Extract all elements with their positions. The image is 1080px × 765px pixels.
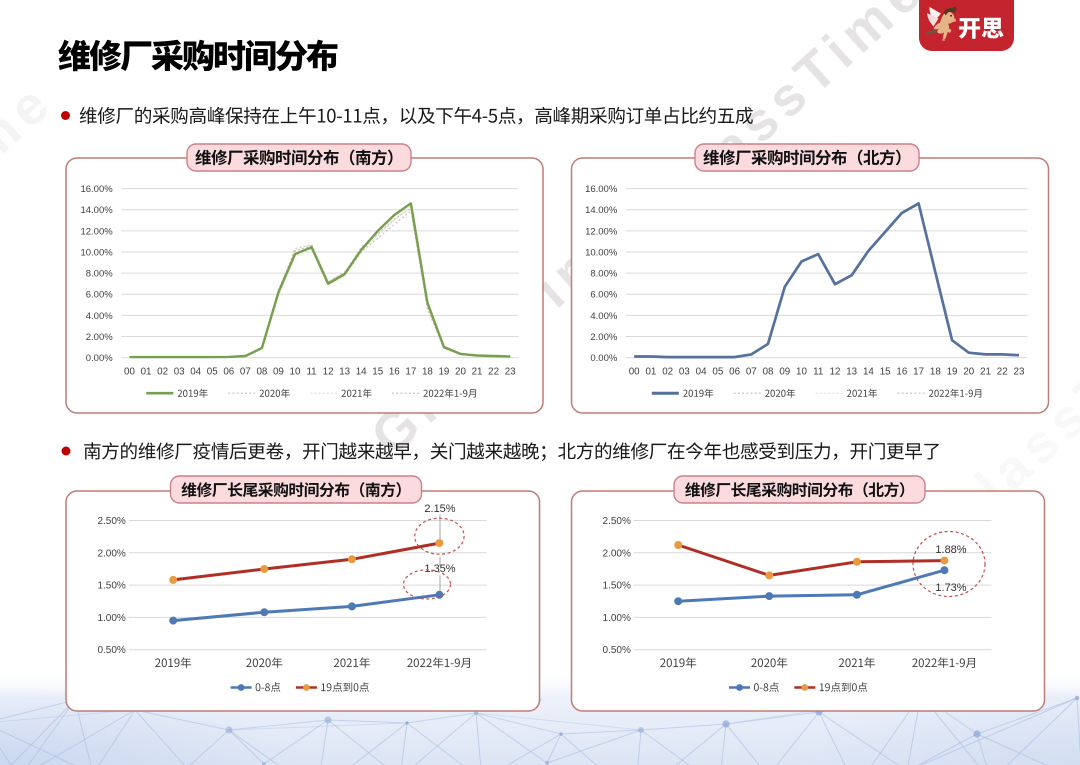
svg-text:12: 12: [830, 367, 841, 378]
svg-text:16.00%: 16.00%: [80, 184, 113, 195]
svg-text:07: 07: [240, 367, 251, 378]
svg-text:02: 02: [662, 367, 673, 378]
svg-text:2.00%: 2.00%: [590, 332, 617, 343]
svg-text:12.00%: 12.00%: [585, 226, 618, 237]
svg-text:2.50%: 2.50%: [603, 516, 631, 527]
svg-text:4.00%: 4.00%: [86, 311, 113, 322]
svg-text:21: 21: [472, 367, 483, 378]
svg-text:1.35%: 1.35%: [424, 563, 455, 575]
svg-text:10.00%: 10.00%: [80, 247, 113, 258]
svg-text:14.00%: 14.00%: [80, 205, 113, 216]
svg-text:05: 05: [712, 367, 723, 378]
svg-text:16: 16: [389, 367, 400, 378]
svg-text:14: 14: [863, 367, 874, 378]
svg-text:23: 23: [505, 367, 516, 378]
svg-text:18: 18: [930, 367, 941, 378]
svg-text:16: 16: [896, 367, 907, 378]
svg-text:05: 05: [207, 367, 218, 378]
svg-text:16.00%: 16.00%: [585, 184, 618, 195]
svg-text:01: 01: [141, 367, 152, 378]
svg-text:18: 18: [422, 367, 433, 378]
svg-text:06: 06: [729, 367, 740, 378]
svg-text:8.00%: 8.00%: [86, 269, 113, 280]
svg-text:12.00%: 12.00%: [80, 226, 113, 237]
svg-text:1.00%: 1.00%: [97, 613, 125, 624]
svg-text:08: 08: [256, 367, 267, 378]
svg-text:04: 04: [190, 367, 201, 378]
svg-text:17: 17: [405, 367, 416, 378]
svg-text:4.00%: 4.00%: [590, 311, 617, 322]
svg-text:1.00%: 1.00%: [603, 613, 631, 624]
svg-text:0.50%: 0.50%: [603, 645, 631, 656]
svg-text:6.00%: 6.00%: [86, 290, 113, 301]
svg-text:06: 06: [223, 367, 234, 378]
svg-text:04: 04: [696, 367, 707, 378]
svg-text:22: 22: [997, 367, 1008, 378]
svg-text:02: 02: [157, 367, 168, 378]
svg-text:6.00%: 6.00%: [590, 290, 617, 301]
svg-text:07: 07: [746, 367, 757, 378]
svg-text:22: 22: [488, 367, 499, 378]
svg-text:13: 13: [339, 367, 350, 378]
svg-text:0.00%: 0.00%: [86, 353, 113, 364]
svg-text:2.50%: 2.50%: [97, 516, 125, 527]
svg-text:23: 23: [1014, 367, 1025, 378]
svg-text:14: 14: [356, 367, 367, 378]
svg-text:11: 11: [813, 367, 823, 378]
svg-text:1.73%: 1.73%: [935, 582, 966, 594]
svg-text:20: 20: [963, 367, 974, 378]
svg-text:1.88%: 1.88%: [935, 544, 966, 556]
svg-text:10: 10: [796, 367, 807, 378]
svg-text:0.00%: 0.00%: [590, 353, 617, 364]
svg-text:19: 19: [947, 367, 958, 378]
svg-text:0.50%: 0.50%: [97, 645, 125, 656]
svg-text:15: 15: [880, 367, 891, 378]
svg-text:2.00%: 2.00%: [97, 548, 125, 559]
svg-text:09: 09: [273, 367, 284, 378]
svg-text:10.00%: 10.00%: [585, 247, 618, 258]
svg-text:2.15%: 2.15%: [424, 503, 455, 515]
svg-text:8.00%: 8.00%: [590, 269, 617, 280]
svg-text:08: 08: [763, 367, 774, 378]
svg-text:11: 11: [306, 367, 316, 378]
svg-text:09: 09: [779, 367, 790, 378]
svg-text:13: 13: [846, 367, 857, 378]
svg-text:12: 12: [323, 367, 334, 378]
svg-text:2.00%: 2.00%: [86, 332, 113, 343]
svg-text:03: 03: [174, 367, 185, 378]
svg-text:1.50%: 1.50%: [603, 581, 631, 592]
svg-text:10: 10: [290, 367, 301, 378]
svg-text:2.00%: 2.00%: [603, 548, 631, 559]
svg-text:20: 20: [455, 367, 466, 378]
svg-text:01: 01: [645, 367, 656, 378]
svg-text:21: 21: [980, 367, 991, 378]
svg-text:14.00%: 14.00%: [585, 205, 618, 216]
svg-text:03: 03: [679, 367, 690, 378]
svg-text:1.50%: 1.50%: [97, 581, 125, 592]
svg-text:15: 15: [372, 367, 383, 378]
svg-text:19: 19: [438, 367, 449, 378]
svg-text:00: 00: [629, 367, 640, 378]
svg-text:00: 00: [124, 367, 135, 378]
svg-text:17: 17: [913, 367, 924, 378]
